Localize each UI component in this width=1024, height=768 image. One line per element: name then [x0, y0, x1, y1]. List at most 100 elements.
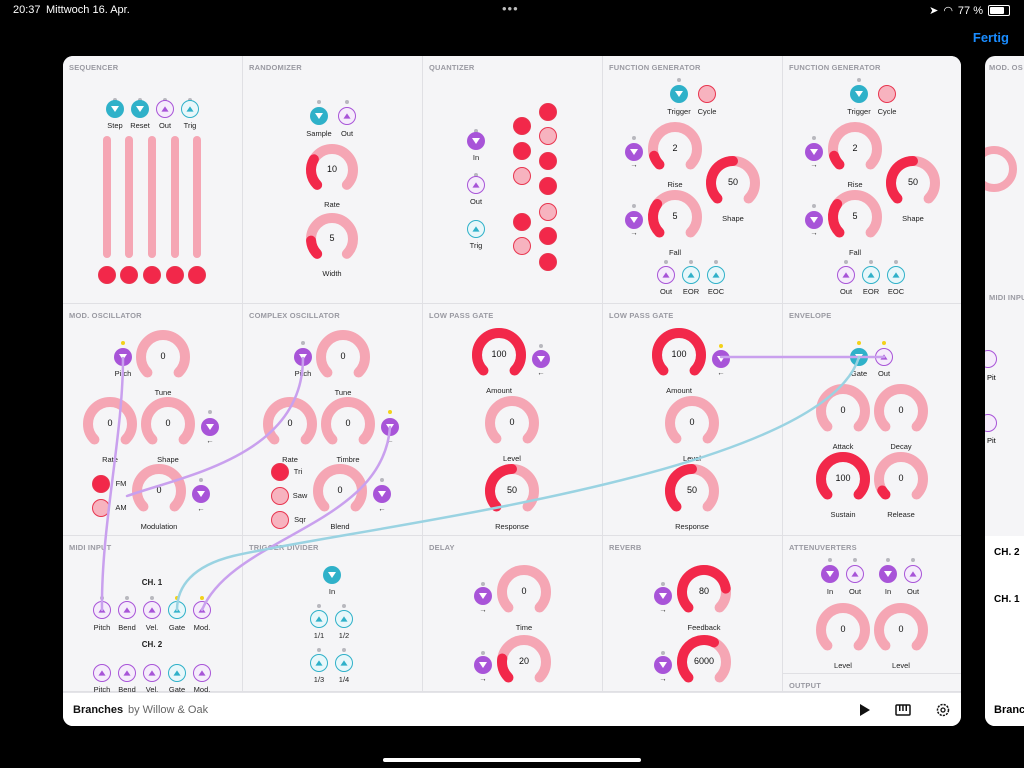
trigdiv-in-jack[interactable] — [323, 566, 341, 584]
done-button[interactable]: Fertig — [972, 30, 1009, 45]
side-window[interactable]: MOD. OS MIDI INPU Pit Pit CH. 2 CH. 1 Br… — [985, 56, 1024, 726]
seq-jack-reset[interactable] — [131, 100, 149, 118]
quant-trig-jack[interactable] — [467, 220, 485, 238]
quant-note-button-3[interactable] — [513, 142, 531, 160]
midi-ch1-jack-2[interactable] — [143, 601, 161, 619]
att-jack-2[interactable] — [879, 565, 897, 583]
fg2-out-jack-1[interactable] — [862, 266, 880, 284]
seq-step-button-4[interactable] — [188, 266, 206, 284]
lpg1-amount-knob[interactable]: 100 — [469, 325, 529, 385]
att-level-knob-2[interactable]: 0 — [871, 600, 931, 660]
home-indicator[interactable] — [383, 758, 641, 762]
gear-icon[interactable] — [935, 702, 951, 718]
quant-out-jack[interactable] — [467, 176, 485, 194]
seq-slider-4[interactable] — [193, 136, 201, 258]
modosc-modulation-knob[interactable]: 0 — [129, 461, 189, 521]
rand-rate-knob[interactable]: 10 — [303, 141, 361, 199]
seq-jack-out[interactable] — [156, 100, 174, 118]
side-pitch-jack[interactable] — [985, 350, 997, 368]
quant-note-button-10[interactable] — [513, 237, 531, 255]
fg2-fall-mod-jack[interactable] — [805, 211, 823, 229]
env-decay-knob[interactable]: 0 — [871, 381, 931, 441]
fg1-rise-mod-jack[interactable] — [625, 143, 643, 161]
quant-note-button-4[interactable] — [539, 152, 557, 170]
quant-note-button-5[interactable] — [513, 167, 531, 185]
midi-ch2-jack-1[interactable] — [118, 664, 136, 682]
cplx-tune-knob[interactable]: 0 — [313, 327, 373, 387]
quant-note-button-1[interactable] — [513, 117, 531, 135]
modosc-pitch-jack[interactable] — [114, 348, 132, 366]
lpg2-mod-jack[interactable] — [712, 350, 730, 368]
cplx-blend-jack[interactable] — [373, 485, 391, 503]
quant-note-button-0[interactable] — [539, 103, 557, 121]
midi-ch1-jack-1[interactable] — [118, 601, 136, 619]
midi-ch1-jack-0[interactable] — [93, 601, 111, 619]
env-attack-knob[interactable]: 0 — [813, 381, 873, 441]
quant-note-button-11[interactable] — [539, 253, 557, 271]
seq-step-button-1[interactable] — [120, 266, 138, 284]
lpg2-response-knob[interactable]: 50 — [662, 461, 722, 521]
fg1-out-jack-0[interactable] — [657, 266, 675, 284]
fg2-shape-knob[interactable]: 50 — [883, 153, 943, 213]
lpg1-mod-jack[interactable] — [532, 350, 550, 368]
fg2-fall-knob[interactable]: 5 — [825, 187, 885, 247]
reverb-feedback-jack[interactable] — [654, 587, 672, 605]
fg1-shape-knob[interactable]: 50 — [703, 153, 763, 213]
cplx-pitch-jack[interactable] — [294, 348, 312, 366]
delay-time-knob[interactable]: 0 — [494, 562, 554, 622]
rand-out-jack[interactable] — [338, 107, 356, 125]
seq-step-button-0[interactable] — [98, 266, 116, 284]
multitasking-dots-icon[interactable]: ••• — [502, 1, 519, 16]
quant-note-button-6[interactable] — [539, 177, 557, 195]
cplx-blend-knob[interactable]: 0 — [310, 461, 370, 521]
fg2-out-jack-2[interactable] — [887, 266, 905, 284]
midi-ch2-jack-3[interactable] — [168, 664, 186, 682]
midi-ch2-jack-2[interactable] — [143, 664, 161, 682]
midi-ch1-jack-3[interactable] — [168, 601, 186, 619]
fg1-trigger-jack[interactable] — [670, 85, 688, 103]
midi-ch2-jack-0[interactable] — [93, 664, 111, 682]
trigdiv-out-jack-3[interactable] — [335, 654, 353, 672]
fg1-fall-knob[interactable]: 5 — [645, 187, 705, 247]
fg2-rise-knob[interactable]: 2 — [825, 119, 885, 179]
seq-jack-step[interactable] — [106, 100, 124, 118]
seq-slider-2[interactable] — [148, 136, 156, 258]
modosc-shape-knob[interactable]: 0 — [138, 394, 198, 454]
delay-time-jack[interactable] — [474, 587, 492, 605]
att-jack-1[interactable] — [846, 565, 864, 583]
rand-sample-jack[interactable] — [310, 107, 328, 125]
reverb-cutoff-jack[interactable] — [654, 656, 672, 674]
fg2-rise-mod-jack[interactable] — [805, 143, 823, 161]
delay-feedback-jack[interactable] — [474, 656, 492, 674]
quant-note-button-2[interactable] — [539, 127, 557, 145]
reverb-feedback-knob[interactable]: 80 — [674, 562, 734, 622]
delay-feedback-knob[interactable]: 20 — [494, 632, 554, 692]
midi-ch1-jack-4[interactable] — [193, 601, 211, 619]
modosc-shape-jack[interactable] — [201, 418, 219, 436]
fg1-rise-knob[interactable]: 2 — [645, 119, 705, 179]
fg1-out-jack-2[interactable] — [707, 266, 725, 284]
reverb-cutoff-knob[interactable]: 6000 — [674, 632, 734, 692]
att-jack-3[interactable] — [904, 565, 922, 583]
seq-slider-0[interactable] — [103, 136, 111, 258]
fg1-out-jack-1[interactable] — [682, 266, 700, 284]
fg1-cycle-button[interactable] — [698, 85, 716, 103]
cplx-timbre-knob[interactable]: 0 — [318, 394, 378, 454]
modosc-mod-jack[interactable] — [192, 485, 210, 503]
fg2-cycle-button[interactable] — [878, 85, 896, 103]
att-jack-0[interactable] — [821, 565, 839, 583]
fg1-fall-mod-jack[interactable] — [625, 211, 643, 229]
modosc-rate-knob[interactable]: 0 — [80, 394, 140, 454]
env-release-knob[interactable]: 0 — [871, 449, 931, 509]
lpg1-level-knob[interactable]: 0 — [482, 393, 542, 453]
seq-step-button-2[interactable] — [143, 266, 161, 284]
midi-ch2-jack-4[interactable] — [193, 664, 211, 682]
env-out-jack[interactable] — [875, 348, 893, 366]
att-level-knob-1[interactable]: 0 — [813, 600, 873, 660]
keyboard-icon[interactable] — [895, 702, 911, 718]
trigdiv-out-jack-0[interactable] — [310, 610, 328, 628]
cplx-rate-knob[interactable]: 0 — [260, 394, 320, 454]
fg2-out-jack-0[interactable] — [837, 266, 855, 284]
side-pitch-jack-2[interactable] — [985, 414, 997, 432]
quant-note-button-7[interactable] — [539, 203, 557, 221]
